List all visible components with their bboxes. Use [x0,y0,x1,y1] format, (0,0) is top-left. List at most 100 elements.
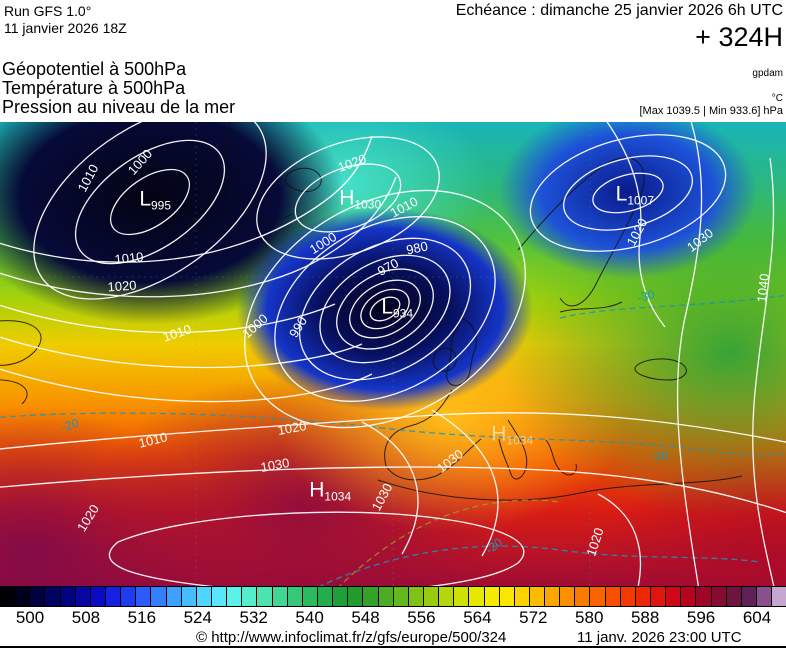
forecast-offset: + 324H [695,22,783,52]
color-scale-cell [210,587,227,606]
color-scale-cell [241,587,257,606]
color-scale-cell [362,587,378,606]
color-scale-cell [180,587,196,606]
pressure-center-letter: H [309,478,325,502]
color-scale-tick: 596 [686,608,716,627]
pressure-center-label: L1007 [616,182,654,207]
color-scale-tick: 604 [742,608,772,627]
color-scale-tick: 580 [575,608,604,627]
color-scale-tick: 532 [239,608,268,627]
color-scale-cell [44,587,60,606]
weather-map-canvas: 1010 1000 1020 1010 1010 1020 1010 1000 980 970 99… [0,122,786,586]
parameter-geopotential: Géopotentiel à 500hPa [2,59,187,79]
color-scale-cell [89,587,105,606]
color-scale-cell [483,587,499,606]
color-scale-cell [513,587,529,606]
temperature-contours [0,294,786,586]
parameter-temperature: Température à 500hPa [2,78,186,98]
parameter-list: Géopotentiel à 500hPa Température à 500h… [2,60,235,117]
color-scale-cell [756,587,772,606]
isobar-label: 1020 [107,277,137,295]
color-scale-cell [150,587,166,606]
color-scale-cell [771,587,786,606]
color-scale-cell [725,587,741,606]
unit-geopotential: gpdam [752,68,783,79]
isobar-label: 1040 [754,272,772,304]
color-scale-cell [589,587,605,606]
color-scale-cell [498,587,514,606]
color-scale-cell [710,587,726,606]
color-scale-cell [740,587,757,606]
color-scale-cell [74,587,90,606]
pressure-center-value: 1034 [506,433,534,448]
color-scale-cell [377,587,393,606]
color-scale-cell [574,587,590,606]
unit-temperature: °C [771,93,783,104]
source-url: © http://www.infoclimat.fr/z/gfs/europe/… [196,629,507,646]
coastline-paths [0,122,743,501]
pressure-center-value: 1034 [324,489,352,504]
color-scale-tick: 524 [183,608,212,627]
color-scale-cell [135,587,151,606]
color-scale-cell [650,587,666,606]
unit-list: gpdam °C [Max 1039.5 | Min 933.6] hPa [640,68,784,117]
pressure-center-value: 995 [151,198,172,213]
color-scale-cell [665,587,681,606]
isobar-paths [0,122,786,586]
pressure-center-label: H1034 [491,422,533,447]
color-scale-cell [438,587,454,606]
color-scale-cell [332,587,348,606]
color-scale-cell [528,587,545,606]
pressure-center-value: 934 [393,306,414,321]
pressure-center-value: 1007 [627,193,655,208]
pressure-center-letter: H [339,186,355,210]
color-scale-cell [226,587,242,606]
color-scale-cell [422,587,439,606]
color-scale-cell [468,587,484,606]
color-scale-cell [0,587,15,606]
color-scale-tick: 556 [407,608,436,627]
contour-overlay [0,122,786,586]
color-scale-tick: 540 [295,608,324,627]
color-scale-cell [604,587,620,606]
color-scale-tick: 508 [71,608,101,627]
color-scale-tick: 500 [15,608,45,627]
color-scale-cell [453,587,469,606]
color-scale-cell [695,587,711,606]
color-scale-cell [165,587,181,606]
color-scale-cell [407,587,423,606]
color-scale-cell [392,587,408,606]
color-scale-cell [619,587,635,606]
color-scale-tick-labels: 500 508 516 524 532 540 548 556 564 572 580 588 596 6… [0,607,786,628]
color-scale-cell [301,587,317,606]
color-scale-cell [14,587,30,606]
color-scale-cell [634,587,651,606]
color-scale-cell [59,587,75,606]
run-model: Run GFS 1.0° [4,3,92,19]
temperature-label: -20 [650,447,670,465]
pressure-center-label: L995 [139,187,171,212]
geopotential-color-scale [0,586,786,607]
color-scale-cell [544,587,560,606]
color-scale-tick: 588 [630,608,660,627]
pressure-center-value: 1030 [354,197,382,212]
pressure-center-letter: H [491,422,507,446]
color-scale-cell [286,587,302,606]
color-scale-tick: 564 [463,608,492,627]
color-scale-cell [559,587,575,606]
run-info: Run GFS 1.0° 11 janvier 2026 18Z [4,3,127,37]
pressure-center-letter: L [615,182,628,206]
forecast-datetime: Echéance : dimanche 25 janvier 2026 6h U… [455,2,783,19]
color-scale-cell [347,587,363,606]
footer-bar: © http://www.infoclimat.fr/z/gfs/europe/… [0,628,786,648]
pressure-center-label: L934 [381,295,413,320]
graticule-lines [0,122,786,586]
color-scale-tick: 548 [351,608,380,627]
generation-datetime: 11 janv. 2026 23:00 UTC [577,629,742,646]
forecast-validity: Echéance : dimanche 25 janvier 2026 6h U… [456,2,783,53]
color-scale-cell [316,587,333,606]
pressure-range: [Max 1039.5 | Min 933.6] hPa [639,105,784,117]
color-scale-cell [680,587,696,606]
run-date: 11 janvier 2026 18Z [4,20,127,36]
